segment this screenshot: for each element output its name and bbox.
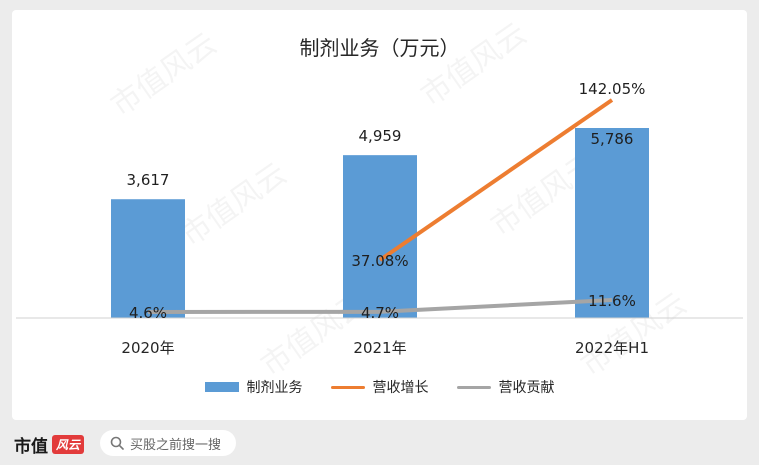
x-tick-label: 2020年 — [121, 339, 174, 357]
legend-item-contribution: 营收贡献 — [456, 377, 555, 397]
search-box[interactable]: 买股之前搜一搜 — [100, 430, 236, 456]
bar-value-label: 5,786 — [591, 130, 634, 148]
bar — [575, 128, 649, 318]
legend-label-bars: 制剂业务 — [246, 380, 303, 396]
legend-item-bars: 制剂业务 — [204, 377, 303, 397]
legend: 制剂业务 营收增长 营收贡献 — [12, 377, 747, 397]
growth-value-label: 37.08% — [351, 252, 408, 270]
legend-label-growth: 营收增长 — [372, 380, 429, 396]
contribution-value-label: 11.6% — [588, 292, 636, 310]
legend-item-growth: 营收增长 — [330, 377, 429, 397]
bar — [111, 199, 185, 318]
search-placeholder: 买股之前搜一搜 — [130, 437, 222, 453]
brand-badge: 风云 — [52, 434, 85, 454]
series-line-contribution — [147, 298, 613, 314]
legend-swatch-contribution — [456, 385, 491, 389]
x-tick-label: 2022年H1 — [575, 339, 649, 357]
bar — [343, 155, 417, 318]
legend-swatch-bars — [204, 382, 239, 392]
growth-value-label: 142.05% — [579, 80, 646, 98]
search-icon — [110, 436, 124, 450]
plot-area: 3,617 4,959 5,786 37.08% 142.05% 4.6% 4.7% 11.6… — [16, 80, 743, 357]
series-line-growth — [378, 98, 614, 262]
contribution-value-label: 4.7% — [361, 304, 399, 322]
brand-logo[interactable]: 市值 风云 — [14, 429, 85, 459]
chart-title: 制剂业务（万元） — [299, 36, 460, 60]
footer: 市值 风云 买股之前搜一搜 — [0, 425, 759, 465]
brand-name: 市值 — [14, 436, 48, 457]
legend-label-contribution: 营收贡献 — [498, 380, 555, 396]
bar-value-label: 4,959 — [359, 127, 402, 145]
legend-swatch-growth — [330, 385, 365, 389]
x-tick-label: 2021年 — [353, 339, 406, 357]
bar-value-label: 3,617 — [127, 171, 170, 189]
contribution-value-label: 4.6% — [129, 304, 167, 322]
